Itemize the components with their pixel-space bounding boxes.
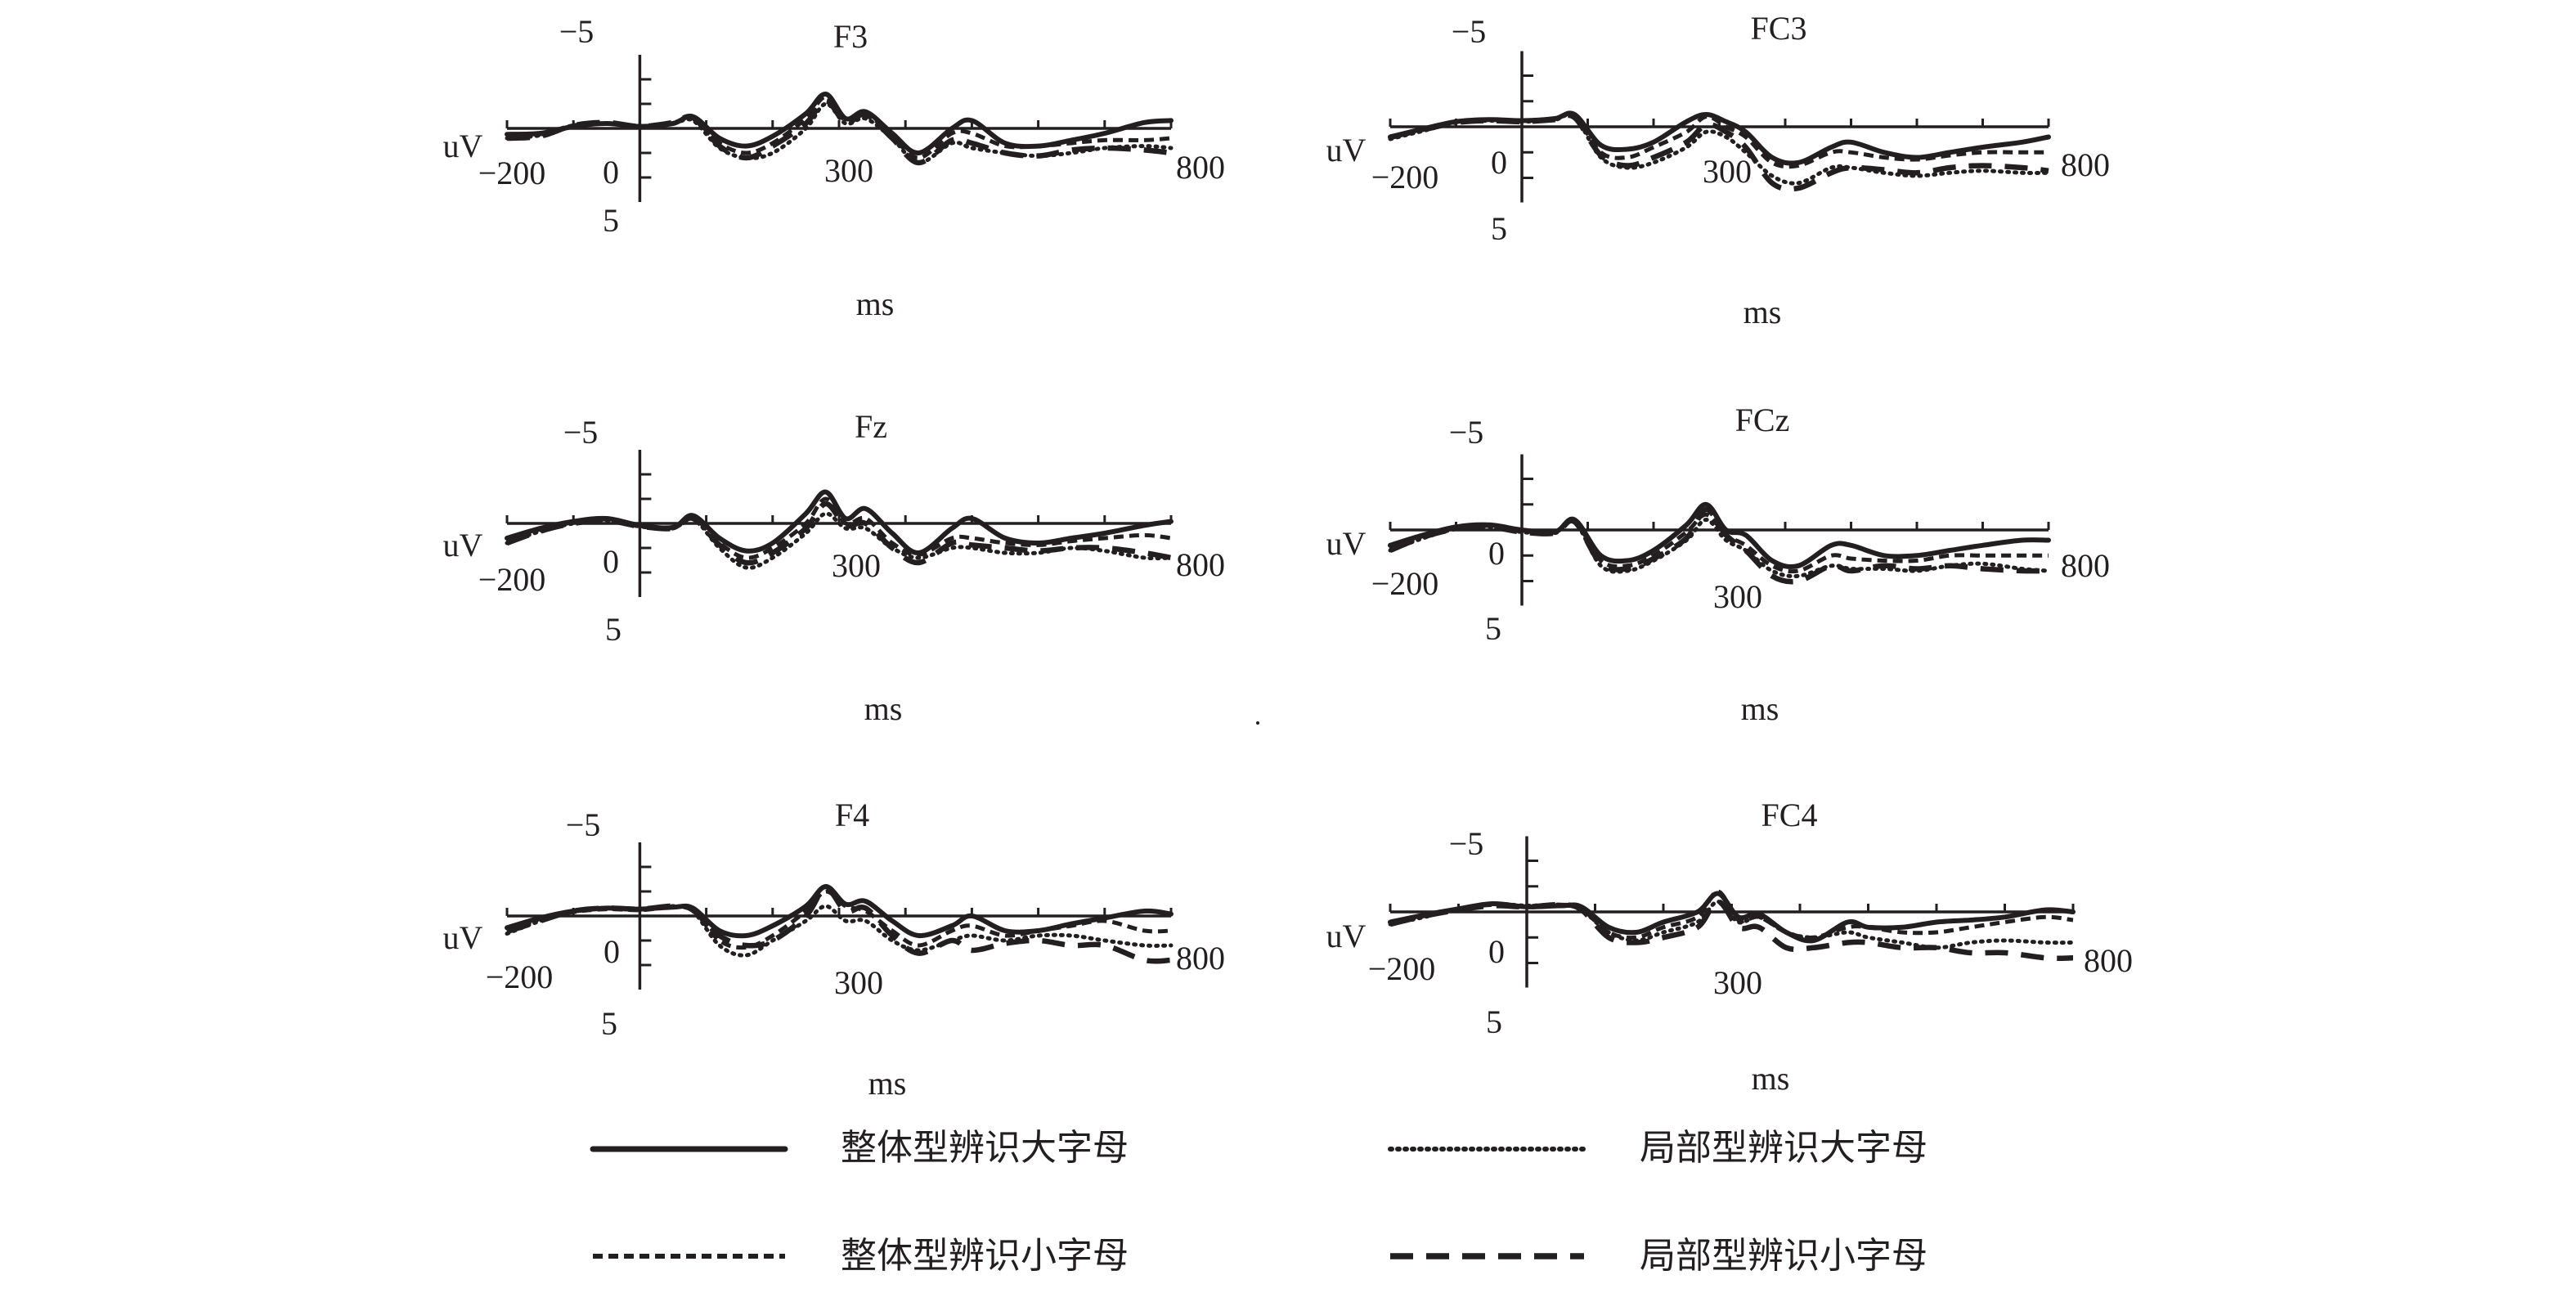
legend-label: 局部型辨识大字母	[1640, 1127, 1928, 1169]
x-tick-label: 800	[1176, 149, 1225, 186]
erp-panel-f3: F3 uV−200 300 800 −5 0 5 ms	[443, 13, 1225, 322]
x-tick-label: −200	[478, 561, 546, 598]
x-tick-label: −200	[1368, 950, 1436, 987]
y-tick-label: 0	[603, 543, 619, 580]
y-unit-label: uV	[1326, 132, 1367, 168]
waveforms	[505, 489, 1174, 570]
panel-title: Fz	[855, 408, 887, 445]
y-unit-label: uV	[443, 919, 483, 956]
x-unit-label: ms	[864, 690, 903, 727]
x-tick-label: 300	[834, 964, 883, 1001]
y-tick-label: 5	[1485, 610, 1501, 647]
y-tick-label: −5	[1449, 414, 1484, 451]
legend-label: 局部型辨识小字母	[1640, 1235, 1928, 1277]
waveform-long-dash	[506, 98, 1172, 166]
x-tick-label: 800	[2061, 146, 2110, 183]
y-tick-label: 5	[1486, 1003, 1502, 1040]
erp-panel-fcz: FCz uV−200 300 800 −5 0 5 ms	[1326, 402, 2110, 727]
legend-item-long-dash: 局部型辨识小字母	[1390, 1235, 1928, 1277]
legend-label: 整体型辨识大字母	[841, 1127, 1129, 1169]
y-unit-label: uV	[1326, 918, 1367, 954]
y-tick-label: −5	[563, 414, 599, 451]
erp-panel-fz: Fz uV−200 300 800 −5 0 5 ms	[443, 408, 1225, 727]
x-tick-label: 300	[1703, 153, 1752, 190]
x-tick-label: −200	[478, 155, 546, 191]
y-tick-label: 5	[605, 611, 622, 648]
erp-panel-fc3: FC3 uV−200 300 800 −5 0 5 ms	[1326, 10, 2110, 330]
legend-item-dotted: 局部型辨识大字母	[1388, 1127, 1928, 1169]
x-tick-label: 300	[824, 152, 873, 189]
x-unit-label: ms	[1752, 1060, 1790, 1097]
panel-title: F4	[835, 797, 869, 833]
waveform-long-dash	[1389, 506, 2049, 585]
waveform-dashed	[1389, 889, 2074, 941]
x-tick-label: −200	[486, 959, 554, 995]
x-tick-label: −200	[1371, 159, 1439, 195]
y-tick-label: −5	[1452, 13, 1487, 50]
panel-title: F3	[833, 18, 868, 55]
x-unit-label: ms	[1741, 690, 1779, 727]
x-unit-label: ms	[868, 1065, 907, 1102]
legend-label: 整体型辨识小字母	[841, 1235, 1129, 1277]
y-unit-label: uV	[443, 128, 483, 164]
y-tick-label: 0	[1491, 144, 1507, 181]
x-tick-label: 300	[1713, 964, 1762, 1001]
y-tick-label: −5	[566, 806, 601, 843]
y-tick-label: 5	[601, 1005, 617, 1042]
y-tick-label: −5	[1449, 825, 1484, 862]
panel-title: FC4	[1761, 797, 1818, 833]
x-tick-label: 800	[2084, 942, 2133, 979]
waveform-long-dash	[505, 501, 1172, 566]
waveforms	[505, 884, 1174, 964]
panel-title: FC3	[1751, 10, 1807, 47]
waveform-long-dash	[505, 886, 1172, 964]
y-tick-label: 0	[604, 933, 620, 970]
waveforms	[505, 92, 1174, 166]
y-tick-label: 5	[1491, 210, 1507, 247]
x-tick-label: 800	[1176, 546, 1225, 583]
x-tick-label: 800	[2061, 547, 2110, 584]
erp-panel-fc4: FC4 uV−200 300 800 −5 0 5 ms	[1326, 797, 2133, 1097]
x-unit-label: ms	[1744, 294, 1782, 330]
y-tick-label: 0	[603, 154, 619, 191]
y-unit-label: uV	[443, 527, 483, 563]
waveform-dashed	[506, 889, 1172, 950]
waveform-dashed	[506, 95, 1172, 160]
panel-title: FCz	[1735, 402, 1790, 438]
y-tick-label: 0	[1488, 933, 1505, 970]
x-unit-label: ms	[856, 285, 895, 322]
legend-item-solid: 整体型辨识大字母	[590, 1127, 1129, 1169]
stray-dot	[1256, 721, 1259, 725]
erp-panel-f4: F4 uV−200 300 800 −5 0 5 ms	[443, 797, 1225, 1102]
x-tick-label: 800	[1176, 940, 1225, 976]
y-tick-label: 5	[603, 202, 619, 239]
legend-item-dashed: 整体型辨识小字母	[593, 1235, 1129, 1277]
x-tick-label: 300	[832, 547, 881, 584]
y-unit-label: uV	[1326, 525, 1367, 562]
x-tick-label: 300	[1713, 578, 1762, 615]
y-tick-label: −5	[559, 13, 595, 50]
x-tick-label: −200	[1371, 565, 1439, 602]
y-tick-label: 0	[1488, 535, 1505, 572]
